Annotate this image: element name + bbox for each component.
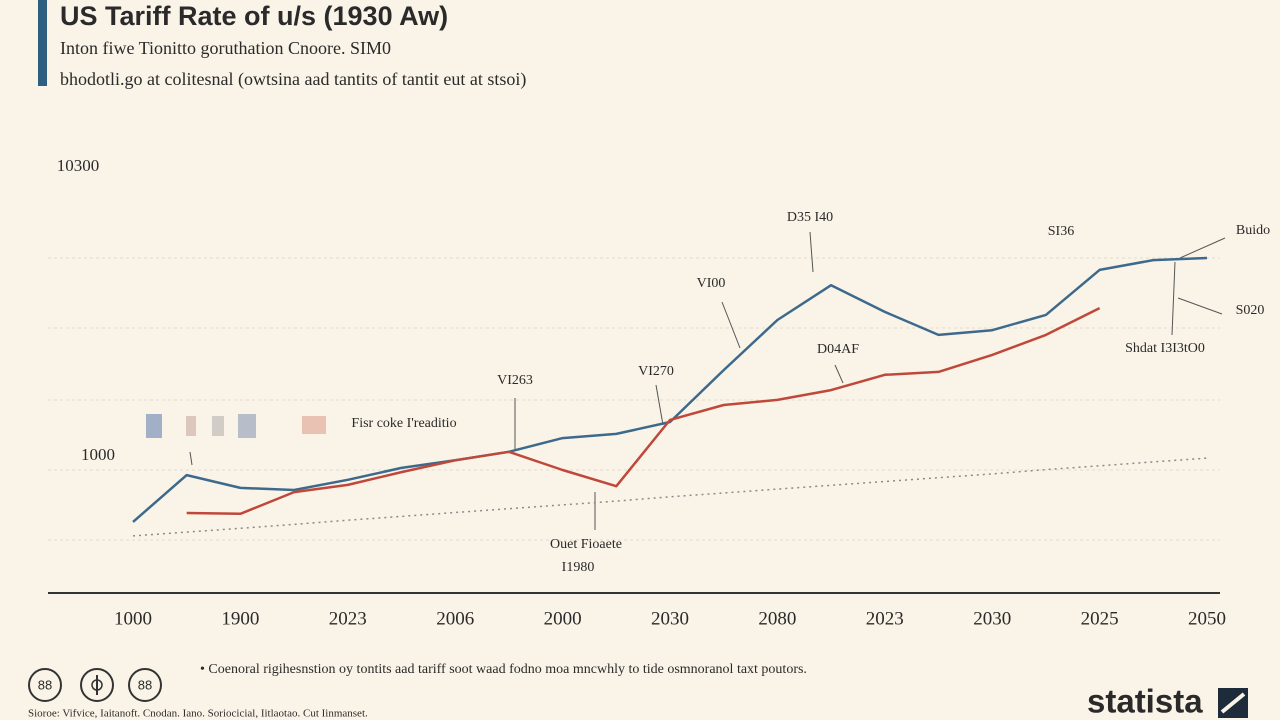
grid <box>48 257 1220 541</box>
leader <box>721 301 741 349</box>
legend-swatches <box>146 414 326 438</box>
annotation: D04AF <box>817 342 859 357</box>
annotation: VI00 <box>697 276 726 291</box>
source: Sioroe: Vifvice, Iaitanoft. Cnodan. Iano… <box>28 708 368 720</box>
series-line <box>186 306 1101 516</box>
leader <box>834 364 844 384</box>
title-bar <box>38 0 47 86</box>
subtitle: Inton fiwe Tionitto goruthation Cnoore. … <box>60 38 391 58</box>
x-tick-label: 2030 <box>973 608 1011 629</box>
x-tick-label: 1900 <box>221 608 259 629</box>
swatch <box>146 414 162 438</box>
annotation: Ouet Fioaete <box>550 537 622 552</box>
x-tick-label: 2025 <box>1081 608 1119 629</box>
annotation: Fisr coke I'readitio <box>351 416 456 431</box>
annotation: Buido <box>1236 223 1270 238</box>
x-tick-label: 1000 <box>114 608 152 629</box>
icon <box>28 668 62 702</box>
swatch <box>212 416 224 436</box>
brand-logo-glyph <box>1220 692 1246 714</box>
annotation: S020 <box>1236 303 1265 318</box>
leader <box>809 231 814 273</box>
swatch <box>238 414 256 438</box>
x-tick-label: 2080 <box>758 608 796 629</box>
chart-title: US Tariff Rate of u/s (1930 Aw) <box>60 1 448 31</box>
x-tick-label: 2006 <box>436 608 474 629</box>
icon-label: 88 <box>38 677 52 692</box>
subtitle: bhodotli.go at colitesnal (owtsina aad t… <box>60 69 526 90</box>
annotation: I1980 <box>562 560 595 575</box>
x-tick-label: 2000 <box>544 608 582 629</box>
annotation: 10300 <box>57 156 100 175</box>
swatch <box>186 416 196 436</box>
annotation: Shdat I3I3tO0 <box>1125 341 1205 356</box>
annotation: VI263 <box>497 373 533 388</box>
series-line <box>132 256 1208 523</box>
annotation: 1000 <box>81 445 115 464</box>
x-tick-label: 2023 <box>866 608 904 629</box>
leader <box>1179 237 1226 259</box>
footer-icons: 88 88 <box>28 668 162 702</box>
leader <box>655 384 664 426</box>
icon-label: 88 <box>138 677 152 692</box>
leader <box>1177 297 1223 315</box>
leader <box>189 451 193 466</box>
icon <box>80 668 114 702</box>
x-tick-label: 2030 <box>651 608 689 629</box>
x-tick-label: 2050 <box>1188 608 1226 629</box>
leader-lines <box>189 231 1226 530</box>
swatch <box>302 416 326 434</box>
brand: statista <box>1087 683 1203 720</box>
annotation: D35 I40 <box>787 210 833 225</box>
icon <box>128 668 162 702</box>
leader <box>1171 261 1176 336</box>
annotation: SI36 <box>1048 224 1074 239</box>
annotation: VI270 <box>638 364 674 379</box>
icon-glyph <box>91 679 103 691</box>
footnote: • Coenoral rigihesnstion oy tontits aad … <box>200 662 807 677</box>
x-tick-label: 2023 <box>329 608 367 629</box>
